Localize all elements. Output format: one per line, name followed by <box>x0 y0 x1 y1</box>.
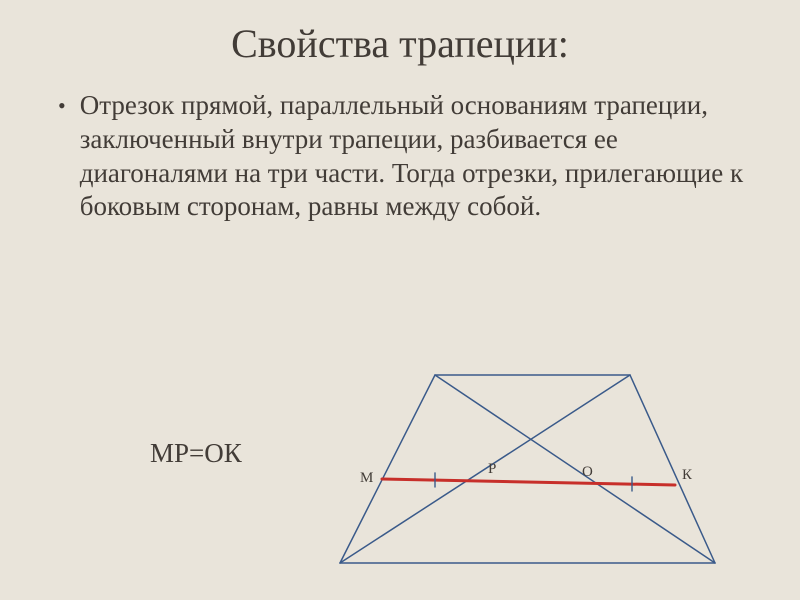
vertex-label-k: К <box>682 467 692 484</box>
slide: Свойства трапеции: • Отрезок прямой, пар… <box>0 0 800 600</box>
body-row: • Отрезок прямой, параллельный основания… <box>40 89 760 224</box>
vertex-label-m: М <box>360 470 373 487</box>
bullet-icon: • <box>58 92 66 120</box>
body-text: Отрезок прямой, параллельный основаниям … <box>80 89 760 224</box>
formula-text: МР=ОК <box>150 438 242 469</box>
vertex-label-o: О <box>582 464 593 481</box>
slide-title: Свойства трапеции: <box>40 20 760 67</box>
trapezoid-diagram: М Р О К <box>320 365 750 585</box>
vertex-label-p: Р <box>488 461 496 478</box>
